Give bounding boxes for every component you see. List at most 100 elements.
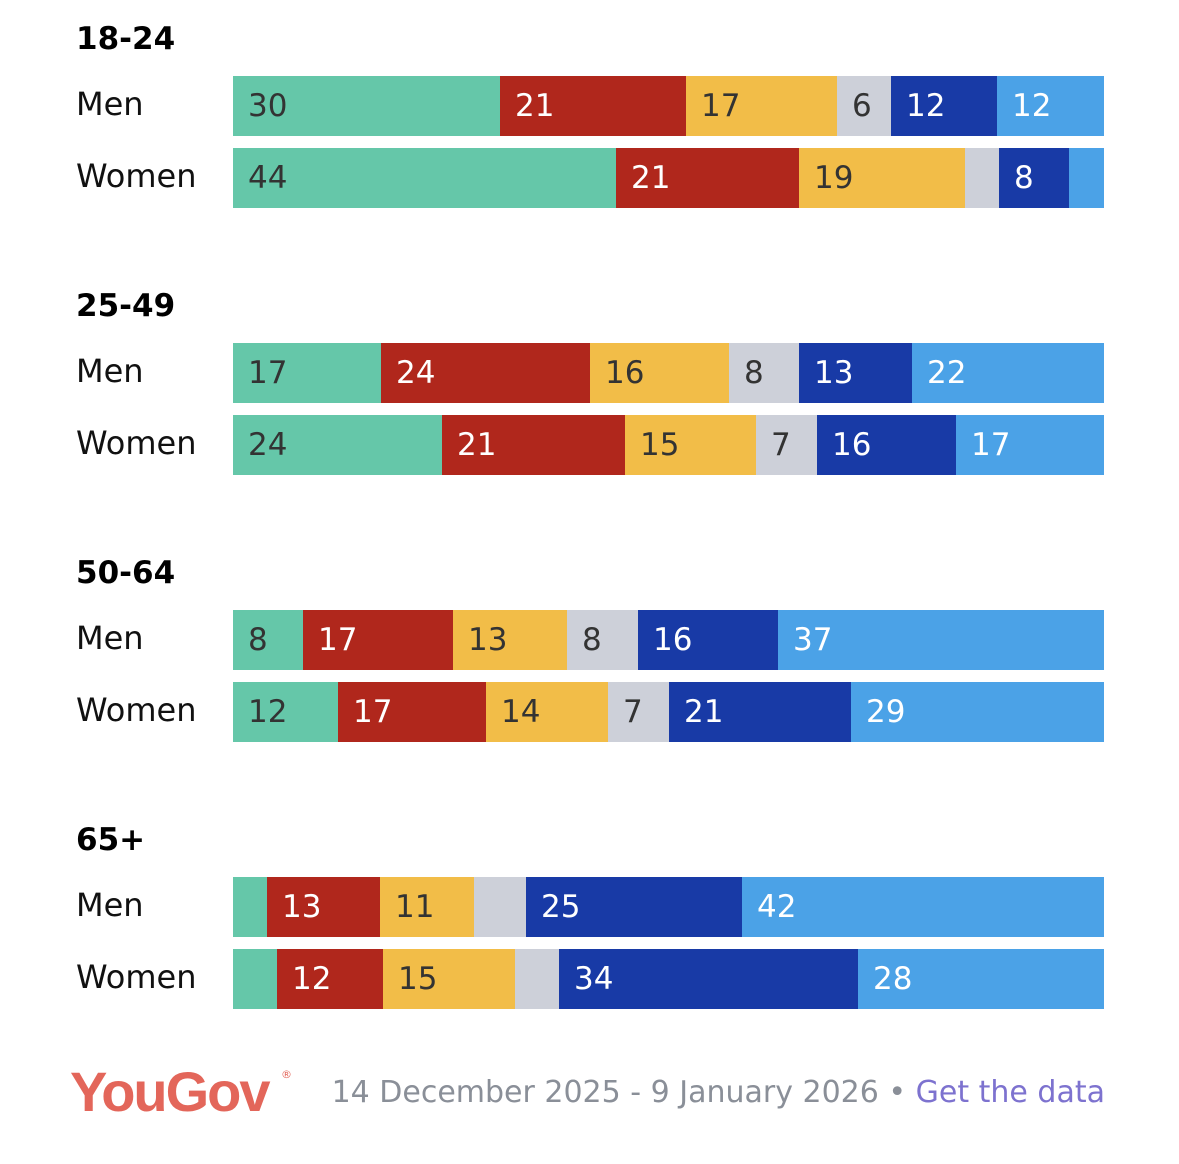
bar-segment	[233, 415, 442, 475]
segment-value-label: 22	[927, 355, 967, 391]
segment-value-label: 42	[757, 889, 797, 925]
bar-segment	[729, 343, 799, 403]
segment-value-label: 28	[873, 961, 913, 997]
bar-segment	[233, 682, 338, 742]
bar-segment	[891, 76, 997, 136]
segment-value-label: 25	[541, 889, 581, 925]
bar-segment	[233, 343, 381, 403]
stacked-bar: 44 21 19 8	[233, 148, 1104, 208]
bar-segment	[756, 415, 817, 475]
footer-source-line: 14 December 2025 - 9 January 2026 • Get …	[332, 1078, 1105, 1108]
footer-separator: •	[878, 1075, 916, 1110]
bar-segment	[817, 415, 956, 475]
bar-segment	[500, 76, 686, 136]
segment-value-label: 17	[248, 355, 288, 391]
segment-value-label: 12	[906, 88, 946, 124]
bar-segment	[1069, 148, 1104, 208]
bar-segment	[267, 877, 380, 937]
bar-segment	[851, 682, 1104, 742]
bar-segment	[233, 76, 500, 136]
row-label: Women	[76, 424, 197, 462]
segment-value-label: 21	[631, 160, 671, 196]
bar-segment	[380, 877, 474, 937]
segment-value-label: 12	[292, 961, 332, 997]
group-title: 18-24	[76, 21, 176, 57]
bar-segment	[799, 343, 912, 403]
bar-segment	[837, 76, 891, 136]
segment-value-label: 11	[395, 889, 435, 925]
segment-value-label: 12	[1012, 88, 1052, 124]
stacked-bar: 17 24 16 8 13 22	[233, 343, 1104, 403]
get-the-data-link[interactable]: Get the data	[915, 1075, 1105, 1110]
bar-segment	[590, 343, 729, 403]
bar-segment	[686, 76, 837, 136]
date-range: 14 December 2025 - 9 January 2026	[331, 1075, 879, 1110]
segment-value-label: 29	[866, 694, 906, 730]
stacked-bar: 13 11 25 42	[233, 877, 1104, 937]
bar-segment	[526, 877, 742, 937]
bar-segment	[997, 76, 1104, 136]
segment-value-label: 17	[318, 622, 358, 658]
bar-segment	[383, 949, 515, 1009]
segment-value-label: 6	[852, 88, 872, 124]
bar-segment	[567, 610, 638, 670]
segment-value-label: 7	[771, 427, 791, 463]
bar-segment	[474, 877, 526, 937]
stacked-bar: 24 21 15 7 16 17	[233, 415, 1104, 475]
group-title: 25-49	[76, 288, 176, 324]
bar-segment	[956, 415, 1104, 475]
bar-segment	[233, 148, 616, 208]
chart-footer: YouGov ® 14 December 2025 - 9 January 20…	[0, 1060, 1179, 1140]
bar-segment	[338, 682, 486, 742]
bar-segment	[453, 610, 567, 670]
bar-segment	[858, 949, 1104, 1009]
segment-value-label: 21	[515, 88, 555, 124]
row-label: Men	[76, 352, 144, 390]
segment-value-label: 17	[701, 88, 741, 124]
bar-segment	[742, 877, 1104, 937]
segment-value-label: 15	[640, 427, 680, 463]
bar-segment	[638, 610, 778, 670]
segment-value-label: 14	[501, 694, 541, 730]
row-label: Women	[76, 958, 197, 996]
row-label: Women	[76, 157, 197, 195]
segment-value-label: 8	[744, 355, 764, 391]
segment-value-label: 24	[248, 427, 288, 463]
bar-segment	[233, 949, 277, 1009]
stacked-bar: 12 17 14 7 21 29	[233, 682, 1104, 742]
bar-segment	[799, 148, 965, 208]
group-title: 65+	[76, 822, 146, 858]
bar-segment	[233, 610, 303, 670]
segment-value-label: 15	[398, 961, 438, 997]
bar-segment	[625, 415, 756, 475]
segment-value-label: 37	[793, 622, 833, 658]
bar-segment	[608, 682, 669, 742]
bar-segment	[912, 343, 1104, 403]
row-label: Men	[76, 886, 144, 924]
row-label: Women	[76, 691, 197, 729]
bar-segment	[515, 949, 559, 1009]
segment-value-label: 7	[623, 694, 643, 730]
segment-value-label: 16	[605, 355, 645, 391]
bar-segment	[277, 949, 383, 1009]
segment-value-label: 44	[248, 160, 288, 196]
segment-value-label: 13	[814, 355, 854, 391]
bar-segment	[559, 949, 858, 1009]
segment-value-label: 21	[457, 427, 497, 463]
bar-segment	[486, 682, 608, 742]
yougov-logo[interactable]: YouGov	[70, 1060, 271, 1123]
bar-segment	[965, 148, 999, 208]
registered-mark-icon: ®	[281, 1068, 292, 1081]
stacked-bar: 12 15 34 28	[233, 949, 1104, 1009]
segment-value-label: 24	[396, 355, 436, 391]
segment-value-label: 16	[653, 622, 693, 658]
bar-segment	[233, 877, 267, 937]
bar-segment	[381, 343, 590, 403]
segment-value-label: 19	[814, 160, 854, 196]
segment-value-label: 17	[353, 694, 393, 730]
row-label: Men	[76, 619, 144, 657]
group-title: 50-64	[76, 555, 176, 591]
segment-value-label: 8	[582, 622, 602, 658]
segment-value-label: 12	[248, 694, 288, 730]
segment-value-label: 8	[248, 622, 268, 658]
